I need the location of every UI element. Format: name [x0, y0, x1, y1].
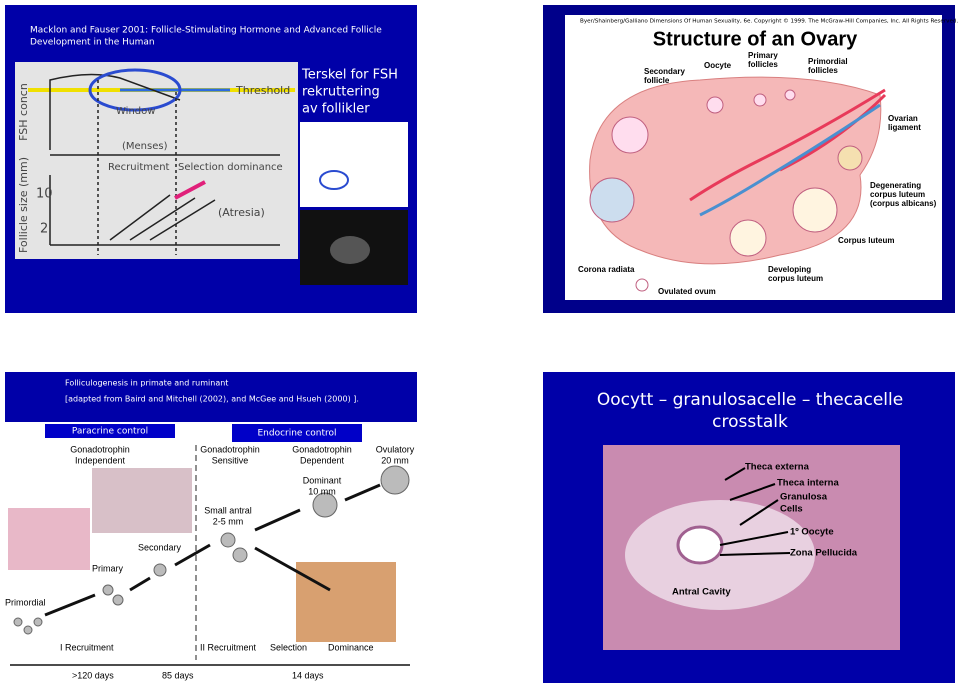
side-text: av follikler	[302, 102, 370, 117]
figure-label: Threshold	[235, 84, 290, 97]
figure-label: Developing	[768, 265, 811, 274]
side-text: Terskel for FSH	[301, 68, 398, 83]
figure-label: 1º Oocyte	[790, 527, 834, 538]
figure-label: >120 days	[72, 670, 114, 680]
figure-label: 10	[36, 187, 53, 202]
figure-label: Granulosa	[780, 492, 828, 503]
box-label: Paracrine control	[72, 427, 148, 437]
endocrine-box	[232, 424, 362, 442]
vessel	[689, 88, 887, 202]
figure-label: Follicle size (mm)	[17, 157, 30, 253]
figure-label: Theca externa	[745, 462, 810, 473]
slide-title: Oocytt – granulosacelle – thecacelle	[597, 390, 903, 410]
slide-title: [adapted from Baird and Mitchell (2002),…	[65, 395, 359, 404]
figure-label: ligament	[888, 123, 921, 132]
figure-label: Sensitive	[212, 455, 249, 465]
figure-label: 14 days	[292, 670, 324, 680]
figure-label: Window	[116, 106, 155, 117]
figure-label: Oocyte	[704, 61, 732, 70]
figure-label: 20 mm	[381, 455, 409, 465]
paracrine-box	[45, 424, 175, 438]
figure-label: Ovarian	[888, 114, 918, 123]
figure-label: corpus luteum	[870, 190, 925, 199]
figure-label: Zona Pellucida	[790, 548, 858, 559]
slide-title: Macklon and Fauser 2001: Follicle-Stimul…	[30, 26, 382, 36]
histology-image	[92, 468, 192, 533]
figure-label: Gonadotrophin	[292, 444, 352, 454]
follicles	[589, 89, 863, 292]
figure-label: I Recruitment	[60, 642, 114, 652]
figure-label: (Menses)	[122, 141, 168, 152]
figure-label: Cells	[780, 504, 803, 515]
figure-label: (corpus albicans)	[870, 199, 937, 208]
side-text: rekruttering	[302, 85, 380, 100]
figure-label: Secondary	[644, 67, 685, 76]
figure-label: Secondary	[138, 542, 182, 552]
figure-label: Primary	[92, 563, 123, 573]
graph-panel	[15, 62, 298, 259]
graph-lines	[28, 68, 295, 255]
figure-label: Corpus luteum	[838, 236, 894, 245]
figure-label: Dependent	[300, 455, 345, 465]
figure-label: Dominance	[328, 642, 374, 652]
credit: Byer/Shainberg/Galliano Dimensions Of Hu…	[580, 18, 958, 25]
slide-title: crosstalk	[712, 412, 788, 432]
hormone-chart-image	[300, 122, 408, 207]
histology-image	[296, 562, 396, 642]
figure-label: follicles	[748, 60, 778, 69]
follicle-dots	[13, 465, 410, 635]
figure-label: Selection	[270, 642, 307, 652]
figure-label: 10 mm	[308, 486, 336, 496]
figure-label: 85 days	[162, 670, 194, 680]
figure-label: Independent	[75, 455, 126, 465]
figure-label: follicle	[644, 76, 670, 85]
figure-label: Ovulated ovum	[658, 287, 716, 296]
figure-label: Primordial	[5, 597, 46, 607]
figure-label: corpus luteum	[768, 274, 823, 283]
figure-label: Ovulatory	[376, 444, 415, 454]
figure-label: 2	[40, 222, 48, 237]
figure-label: (Atresia)	[218, 206, 265, 219]
slide-title: Folliculogenesis in primate and ruminant	[65, 379, 228, 388]
figure-label: follicles	[808, 66, 838, 75]
figure-label: Primary	[748, 51, 778, 60]
histology-image	[8, 508, 90, 570]
figure-label: II Recruitment	[200, 642, 257, 652]
arrows	[10, 483, 410, 666]
pointer-lines	[719, 467, 791, 556]
figure-label: Gonadotrophin	[70, 444, 130, 454]
highlight	[319, 170, 349, 190]
ultrasound-shape	[330, 236, 370, 264]
slide-title: Structure of an Ovary	[653, 28, 858, 50]
figure-label: FSH concn	[17, 83, 30, 141]
figure-label: Primordial	[808, 57, 848, 66]
figure-label: Selection dominance	[178, 162, 283, 173]
figure-label: Dominant	[303, 475, 342, 485]
vessel	[699, 103, 881, 217]
figure-label: Small antral	[204, 505, 252, 515]
figure-label: Gonadotrophin	[200, 444, 260, 454]
figure-label: Corona radiata	[578, 265, 635, 274]
box-label: Endocrine control	[257, 429, 336, 439]
figure-label: 2-5 mm	[213, 516, 244, 526]
figure-label: Antral Cavity	[672, 587, 731, 598]
slide-title: Development in the Human	[30, 38, 155, 48]
figure-label: Degenerating	[870, 181, 921, 190]
figure-label: Recruitment	[108, 162, 170, 173]
figure-label: Theca interna	[777, 478, 839, 489]
oocyte	[676, 525, 724, 565]
